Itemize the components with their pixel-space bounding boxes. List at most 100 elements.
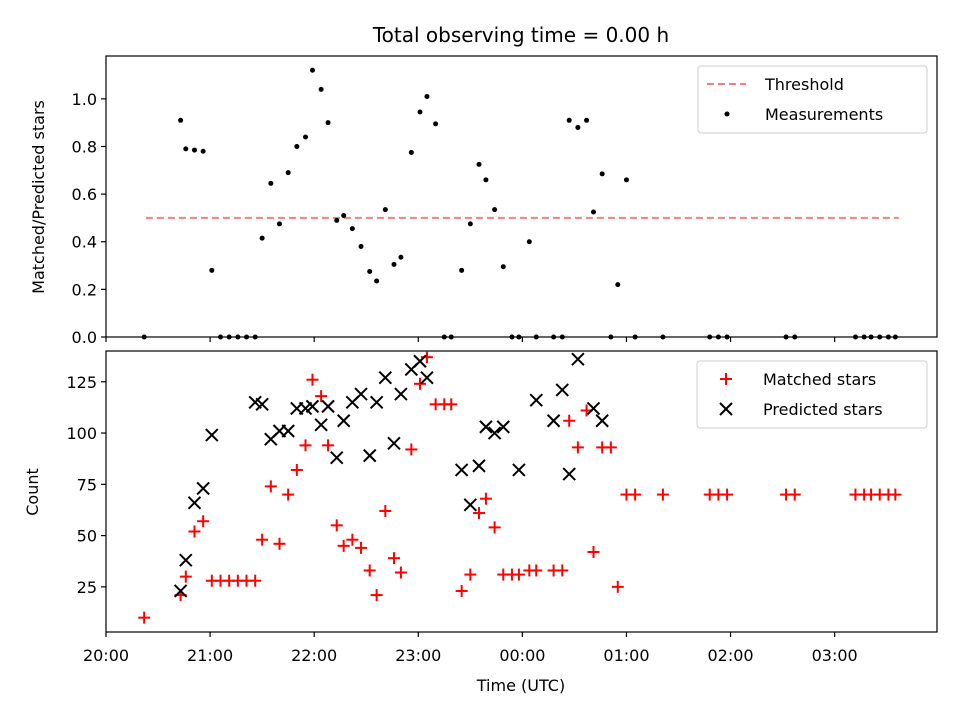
legend-matched-label: Matched stars [763,370,876,389]
matched-star-point [611,580,624,593]
measurement-point [374,278,380,284]
measurement-point [877,334,883,340]
matched-star-point [721,488,734,501]
matched-star-point [405,443,418,456]
matched-star-point [563,414,576,427]
measurement-point [424,93,430,99]
measurement-point [533,334,539,340]
top-xticks [105,337,836,342]
predicted-star-point [479,420,493,434]
x-tick-label: 21:00 [187,646,233,665]
bottom-panel: 25 50 75 100 125 20:00 21:00 22:00 23:00 00:00 01… [23,350,938,695]
matched-star-point [330,519,343,532]
y-tick-label: 50 [77,527,97,546]
measurement-point [358,244,364,250]
predicted-star-point [378,370,393,385]
measurement-point [318,86,324,92]
matched-star-point [273,537,286,550]
matched-star-point [315,390,328,403]
measurement-point [476,161,482,167]
measurement-point [259,235,265,241]
legend-predicted-label: Predicted stars [763,400,883,419]
matched-star-point [604,441,617,454]
predicted-star-point [330,450,344,465]
measurement-point [526,239,532,245]
measurement-point [285,170,291,176]
measurement-point [391,261,397,267]
measurement-point [303,134,309,140]
matched-star-point [530,564,543,577]
matched-star-point [299,439,312,452]
x-tick-label: 03:00 [812,646,858,665]
x-tick-label: 02:00 [707,646,753,665]
legend-measurements-swatch [724,111,730,117]
measurement-point [707,334,713,340]
x-axis-label: Time (UTC) [476,676,565,695]
measurement-point [559,334,565,340]
measurement-point [441,334,447,340]
measurement-point [252,334,258,340]
matched-star-point [188,525,201,538]
measurement-point [623,177,629,183]
matched-star-point [479,492,492,505]
measurement-point [792,334,798,340]
measurement-point [408,149,414,155]
y-tick-label: 75 [77,475,97,494]
measurement-point [183,146,189,152]
predicted-star-point [281,424,295,438]
measurement-point [516,334,522,340]
measurement-point [178,117,184,123]
measurement-point [483,177,489,183]
predicted-star-point [354,387,368,401]
measurement-point [509,334,515,340]
matched-star-point [197,515,210,528]
measurement-point [276,221,282,227]
measurement-point [141,334,147,340]
predicted-star-point [314,418,328,432]
matched-star-point [282,488,295,501]
matched-star-point [464,568,477,581]
predicted-star-point [472,459,486,473]
matched-star-point [264,480,277,493]
y-tick-label: 100 [66,424,97,443]
measurement-point [398,254,404,260]
measurement-point [382,207,388,213]
top-legend-box [697,65,928,134]
measurement-point [715,334,721,340]
predicted-star-point [487,426,502,440]
measurement-point [459,267,465,273]
predicted-star-point [529,393,543,407]
matched-star-point [346,533,359,546]
matched-star-point [249,574,262,587]
measurement-point [209,267,215,273]
measurement-point [724,334,730,340]
bottom-xticks: 20:00 21:00 22:00 23:00 00:00 01:00 02:00 03:00 [83,632,858,665]
top-plot-frame [105,55,938,338]
measurement-point [268,180,274,186]
matched-star-point [379,504,392,517]
measurement-point [852,334,858,340]
predicted-star-point [496,420,510,434]
bottom-marks [138,351,902,624]
matched-star-point [571,441,584,454]
measurement-point [599,171,605,177]
matched-star-point [337,539,350,552]
y-tick-label: 0.4 [72,233,97,252]
matched-star-point [355,541,368,554]
matched-star-point [414,377,427,390]
measurement-point [590,209,596,215]
top-y-axis-label: Matched/Predicted stars [29,100,48,294]
x-tick-label: 22:00 [291,646,337,665]
measurement-point [433,121,439,127]
top-legend: Threshold Measurements [697,65,928,134]
matched-star-point [587,546,600,559]
predicted-star-point [571,352,585,366]
predicted-star-point [595,414,609,428]
top-panel: 0.0 0.2 0.4 0.6 0.8 1.0 Matched/Predicted sta… [29,55,938,347]
measurement-point [575,124,581,130]
bottom-legend-box [696,360,928,429]
predicted-star-point [305,399,320,414]
y-tick-label: 0.6 [72,185,97,204]
predicted-star-point [454,463,469,477]
